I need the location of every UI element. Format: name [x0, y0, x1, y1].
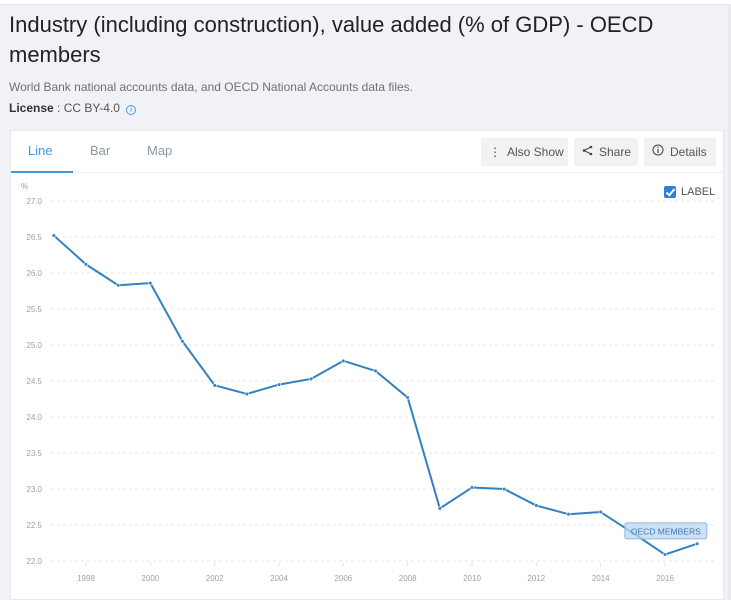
- data-point[interactable]: [695, 541, 700, 546]
- x-tick-label: 2010: [463, 574, 481, 583]
- license: License : CC BY-4.0 i: [9, 101, 136, 115]
- x-tick-label: 2014: [592, 574, 610, 583]
- data-point[interactable]: [309, 376, 314, 381]
- x-tick-label: 2002: [206, 574, 224, 583]
- license-value: : CC BY-4.0: [53, 101, 120, 115]
- data-point[interactable]: [405, 395, 410, 400]
- line-chart: % 22.0 22.5 23.0 23.5 24.0 24.5 25.0 25.5 26.0 26.…: [21, 182, 717, 583]
- data-point[interactable]: [566, 512, 571, 517]
- y-tick-label: 25.5: [26, 305, 42, 314]
- data-point[interactable]: [662, 552, 668, 557]
- also-show-label: Also Show: [507, 145, 564, 159]
- label-checkbox[interactable]: [664, 186, 676, 198]
- y-tick-label: 23.5: [26, 449, 42, 458]
- y-tick-label: 23.0: [26, 485, 42, 494]
- y-tick-label: 24.5: [26, 377, 42, 386]
- active-tab-indicator: [11, 171, 73, 173]
- tab-map[interactable]: Map: [147, 143, 173, 158]
- x-tick-label: 2012: [527, 574, 545, 583]
- tab-line[interactable]: Line: [28, 143, 53, 158]
- details-button[interactable]: Details: [644, 138, 716, 166]
- data-point[interactable]: [180, 339, 185, 344]
- chart-card: Line Bar Map ⋮ Also Show Share Details LA…: [10, 130, 724, 600]
- data-point[interactable]: [244, 391, 249, 397]
- share-button[interactable]: Share: [574, 138, 638, 166]
- share-icon: [582, 138, 593, 166]
- y-tick-label: 25.0: [26, 341, 42, 350]
- details-label: Details: [670, 145, 707, 159]
- data-point[interactable]: [341, 358, 346, 363]
- data-point[interactable]: [373, 368, 378, 374]
- x-tick-label: 2016: [656, 574, 674, 583]
- chart-type-tabs: Line Bar Map ⋮ Also Show Share Details: [11, 131, 723, 173]
- x-tick-label: 2008: [399, 574, 417, 583]
- tab-bar[interactable]: Bar: [90, 143, 111, 158]
- x-axis: 1998 2000 2002 2004 2006 2008 2010 2012 2014 2016: [77, 563, 674, 583]
- label-toggle[interactable]: LABEL: [664, 186, 715, 198]
- y-tick-label: 22.0: [26, 557, 42, 566]
- also-show-button[interactable]: ⋮ Also Show: [481, 138, 568, 166]
- page-title: Industry (including construction), value…: [9, 12, 654, 67]
- y-axis-unit: %: [21, 182, 28, 191]
- data-point[interactable]: [502, 486, 507, 492]
- data-point[interactable]: [598, 509, 603, 515]
- y-tick-label: 26.0: [26, 269, 42, 278]
- data-point[interactable]: [469, 485, 475, 490]
- y-tick-label: 26.5: [26, 233, 42, 242]
- series-label: OECD MEMBERS: [631, 526, 701, 536]
- data-point[interactable]: [276, 382, 282, 387]
- y-tick-label: 24.0: [26, 413, 42, 422]
- data-point[interactable]: [83, 262, 89, 267]
- info-icon[interactable]: i: [125, 105, 136, 115]
- data-point[interactable]: [116, 283, 121, 288]
- source-description: World Bank national accounts data, and O…: [9, 80, 414, 94]
- more-vertical-icon: ⋮: [489, 145, 501, 159]
- series-label-box: [624, 522, 708, 540]
- top-strip: [0, 0, 731, 5]
- share-label: Share: [599, 145, 632, 159]
- x-tick-label: 2000: [141, 574, 159, 583]
- x-tick-label: 1998: [77, 574, 95, 583]
- data-point[interactable]: [148, 280, 153, 286]
- x-tick-label: 2004: [270, 574, 288, 583]
- data-point[interactable]: [437, 506, 442, 511]
- gridlines: [51, 200, 717, 562]
- data-point[interactable]: [534, 503, 539, 508]
- series: [51, 233, 700, 557]
- page-scroll-gutter: [728, 5, 731, 600]
- x-tick-label: 2006: [334, 574, 352, 583]
- series-label-group: OECD MEMBERS: [624, 522, 708, 540]
- info-circle-icon: [652, 138, 664, 166]
- license-label: License: [9, 101, 54, 115]
- y-tick-label: 27.0: [26, 197, 42, 206]
- label-toggle-text: LABEL: [681, 186, 716, 198]
- data-point[interactable]: [51, 233, 56, 238]
- data-point[interactable]: [212, 383, 217, 388]
- y-axis: % 22.0 22.5 23.0 23.5 24.0 24.5 25.0 25.5 26.0 26.…: [21, 182, 43, 566]
- y-tick-label: 22.5: [26, 521, 42, 530]
